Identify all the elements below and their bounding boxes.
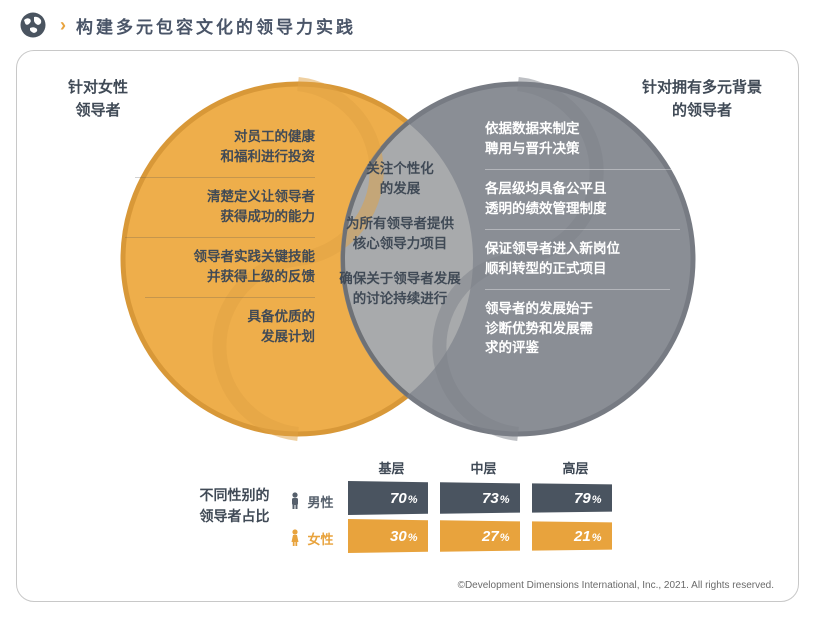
chart-cat-0: 基层 <box>352 458 432 477</box>
venn-divider <box>145 297 315 298</box>
chevron-icon: › <box>60 15 66 36</box>
venn-center-item-2: 确保关于领导者发展的讨论持续进行 <box>320 269 480 308</box>
venn-divider <box>135 177 315 178</box>
venn-divider <box>485 229 680 230</box>
venn-right-item-1: 各层级均具备公平且透明的绩效管理制度 <box>485 179 675 218</box>
bar-cell: 70% <box>348 481 428 515</box>
legend-female-label: 女性 <box>307 529 333 548</box>
venn-divider <box>485 289 670 290</box>
venn-divider <box>485 169 675 170</box>
venn-right-item-3: 领导者的发展始于诊断优势和发展需求的评鉴 <box>485 299 665 358</box>
female-icon <box>289 529 301 547</box>
chart-bars: 基层 中层 高层 70% 73% 79% 30% 27% 21% <box>348 458 616 553</box>
copyright: ©Development Dimensions International, I… <box>458 580 774 591</box>
bar-row-female: 30% 27% 21% <box>348 519 616 553</box>
venn-right-item-0: 依据数据来制定聘用与晋升决策 <box>485 119 655 158</box>
venn-divider <box>125 237 315 238</box>
legend-male: 男性 <box>289 492 333 511</box>
header: › 构建多元包容文化的领导力实践 <box>0 0 815 46</box>
venn-center-item-1: 为所有领导者提供核心领导力项目 <box>325 214 475 253</box>
male-icon <box>289 492 301 510</box>
bar-row-male: 70% 73% 79% <box>348 481 616 515</box>
bar-cell: 27% <box>440 519 520 553</box>
chart-section-label: 不同性别的领导者占比 <box>199 485 275 527</box>
gender-ratio-chart: 不同性别的领导者占比 男性 女性 <box>17 458 798 553</box>
bar-cell: 79% <box>532 481 612 515</box>
chart-legend: 男性 女性 <box>289 464 333 548</box>
venn-right-item-2: 保证领导者进入新岗位顺利转型的正式项目 <box>485 239 680 278</box>
venn-diagram: 针对女性领导者 针对拥有多元背景的领导者 对员工的健康和福利进行投资 <box>35 69 780 449</box>
bar-cell: 73% <box>440 481 520 515</box>
main-panel: 针对女性领导者 针对拥有多元背景的领导者 对员工的健康和福利进行投资 <box>16 50 799 602</box>
venn-left-item-0: 对员工的健康和福利进行投资 <box>165 127 315 166</box>
legend-female: 女性 <box>289 529 333 548</box>
page-title: 构建多元包容文化的领导力实践 <box>76 13 356 38</box>
venn-left-item-2: 领导者实践关键技能并获得上级的反馈 <box>125 247 315 286</box>
globe-icon <box>20 12 46 38</box>
venn-center-item-0: 关注个性化的发展 <box>330 159 470 198</box>
chart-cat-1: 中层 <box>444 458 524 477</box>
bar-cell: 30% <box>348 519 428 553</box>
venn-left-item-3: 具备优质的发展计划 <box>165 307 315 346</box>
bar-cell: 21% <box>532 519 612 553</box>
chart-categories: 基层 中层 高层 <box>348 458 616 477</box>
chart-cat-2: 高层 <box>536 458 616 477</box>
venn-left-item-1: 清楚定义让领导者获得成功的能力 <box>135 187 315 226</box>
legend-male-label: 男性 <box>307 492 333 511</box>
